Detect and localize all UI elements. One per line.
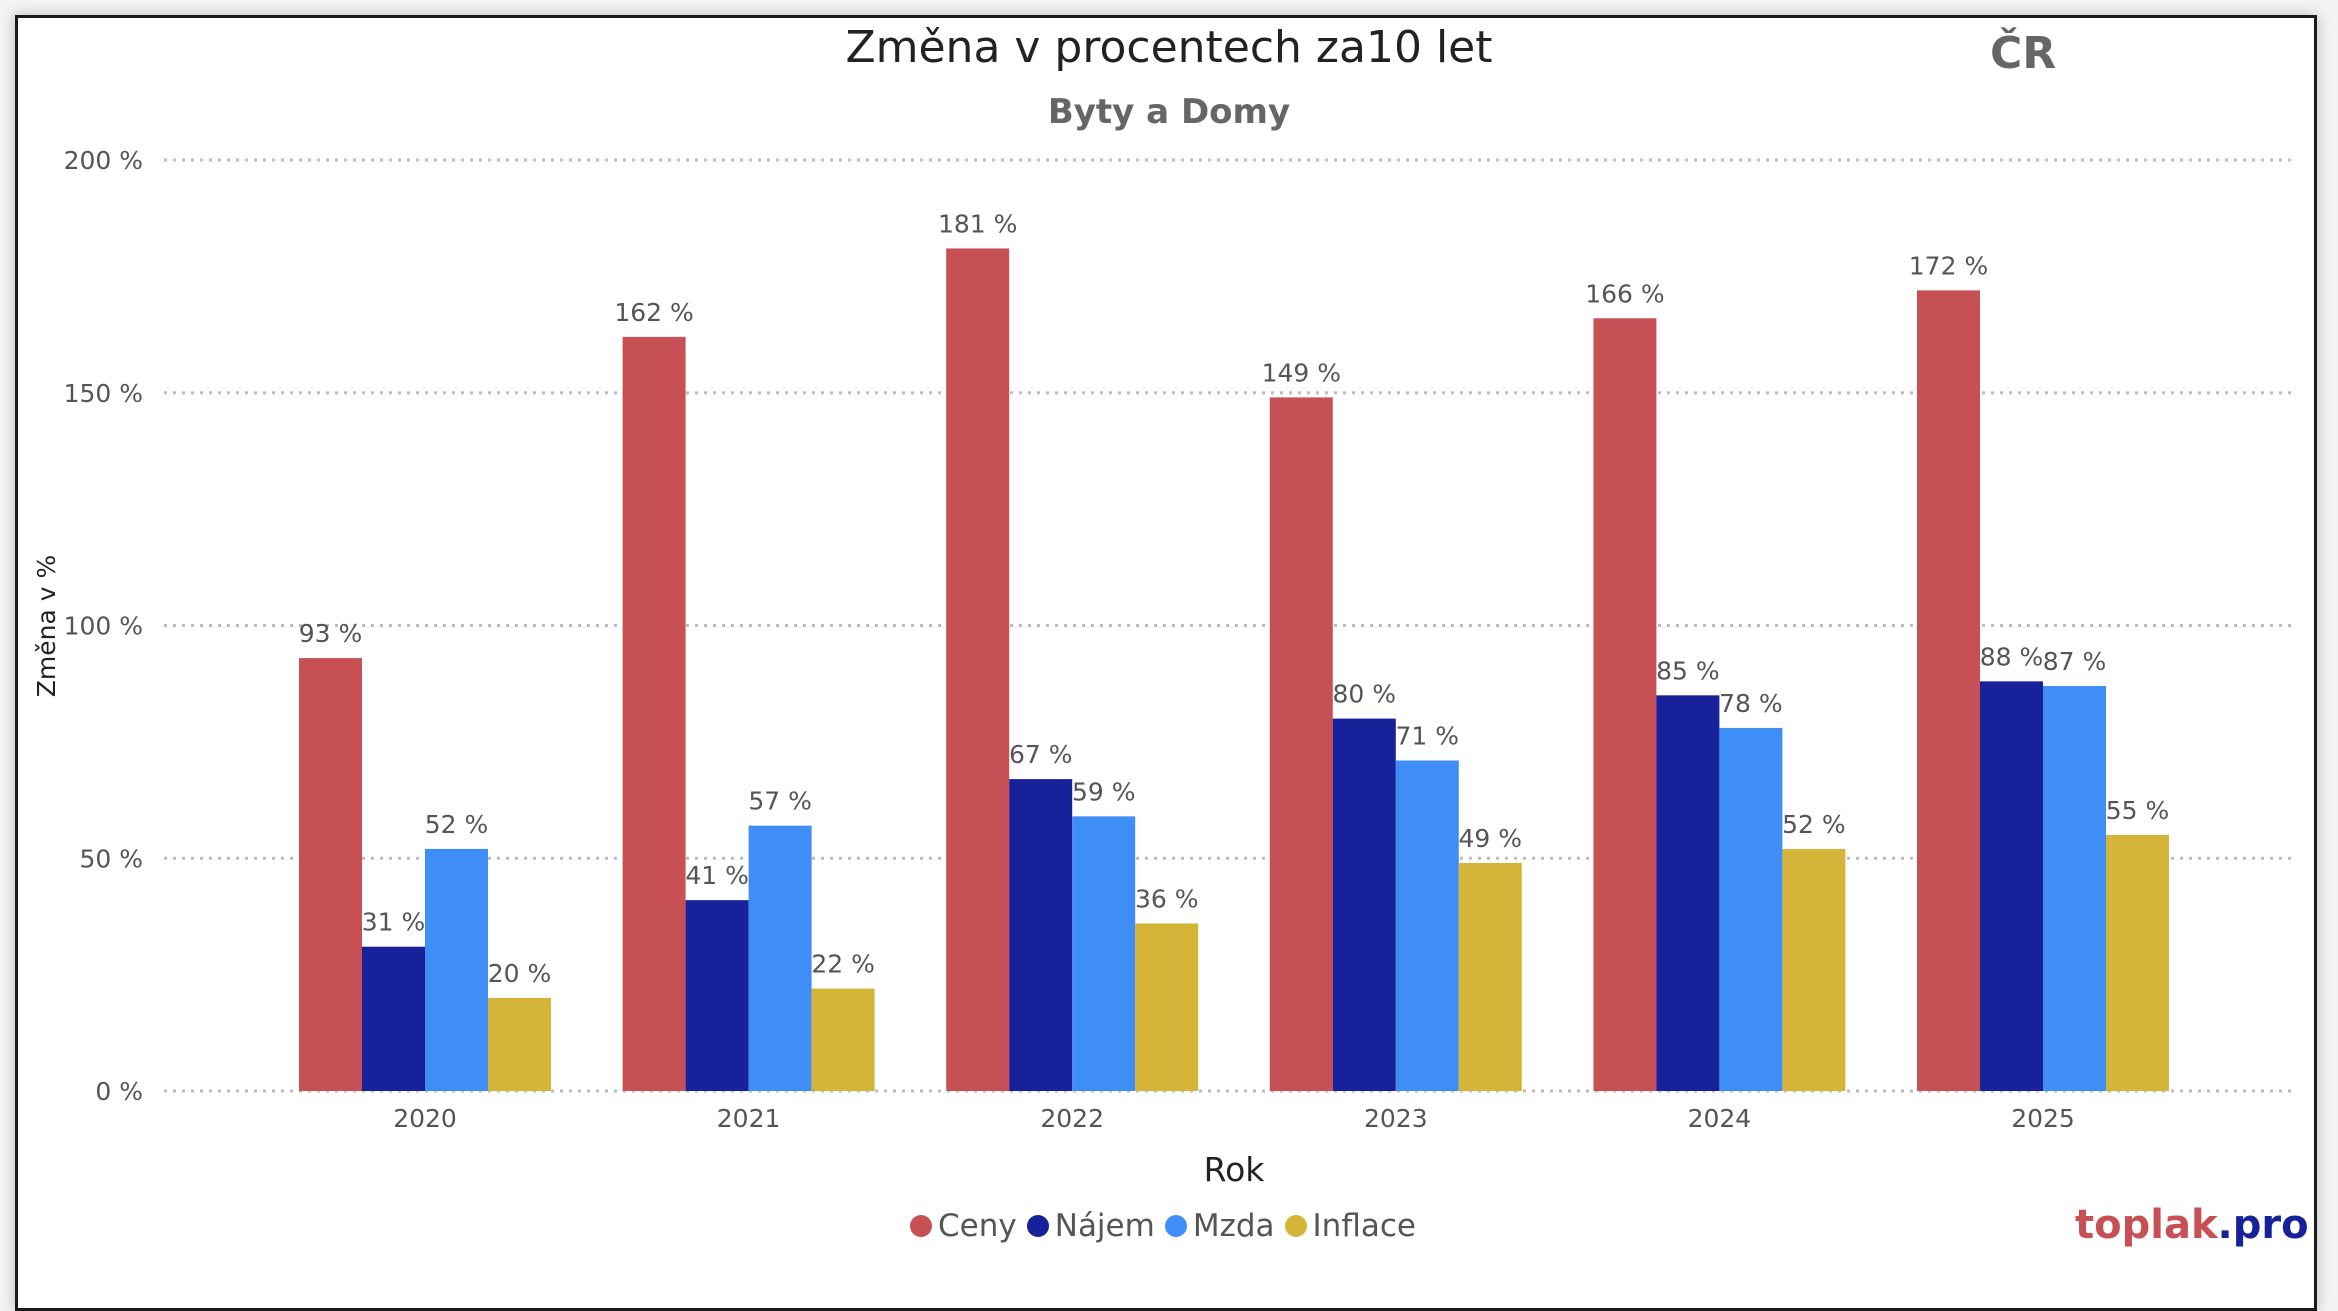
bar-ceny — [946, 248, 1010, 1091]
legend-item[interactable]: Inflace — [1284, 1208, 1416, 1244]
bar-inflace — [1458, 862, 1522, 1091]
bar-nájem — [685, 900, 749, 1091]
legend-label: Mzda — [1192, 1208, 1275, 1244]
data-label: 49 % — [1459, 824, 1523, 853]
data-label: 71 % — [1396, 721, 1460, 750]
bar-inflace — [1135, 923, 1199, 1091]
bar-nájem — [362, 946, 425, 1091]
legend-label: Inflace — [1312, 1208, 1416, 1244]
bar-ceny — [299, 658, 362, 1091]
data-label: 181 % — [938, 209, 1017, 238]
y-tick-label: 150 % — [64, 379, 143, 408]
x-tick-label: 2022 — [1040, 1104, 1104, 1133]
x-tick-label: 2020 — [393, 1104, 457, 1133]
x-tick-label: 2024 — [1688, 1104, 1752, 1133]
legend-dot-icon — [1284, 1215, 1307, 1237]
y-tick-label: 200 % — [64, 146, 143, 175]
x-tick-label: 2023 — [1364, 1104, 1428, 1133]
bar-mzda — [425, 848, 488, 1091]
legend-dot-icon — [1026, 1215, 1049, 1237]
data-label: 31 % — [362, 908, 426, 937]
bar-mzda — [1719, 727, 1783, 1091]
bar-inflace — [2106, 834, 2169, 1091]
bar-mzda — [1072, 816, 1136, 1091]
y-axis-title: Změna v % — [32, 555, 61, 697]
data-label: 87 % — [2043, 647, 2107, 676]
bar-inflace — [488, 997, 551, 1091]
brand-part1: toplak — [2075, 1202, 2218, 1248]
data-label: 80 % — [1333, 680, 1397, 709]
bar-chart: 0 % 50 % 100 % 150 % 200 % Změna v % Rok 2020 93… — [32, 146, 2296, 1189]
y-tick-label: 0 % — [95, 1077, 143, 1106]
data-label: 52 % — [1782, 810, 1846, 839]
x-tick-label: 2025 — [2011, 1104, 2075, 1133]
bar-nájem — [1009, 779, 1073, 1091]
data-label: 41 % — [685, 861, 749, 890]
data-label: 57 % — [748, 787, 812, 816]
legend: Ceny Nájem Mzda Inflace — [0, 1208, 2332, 1244]
data-label: 36 % — [1135, 884, 1199, 913]
legend-label: Ceny — [938, 1208, 1017, 1244]
brand-part2: .pro — [2217, 1202, 2309, 1248]
y-tick-label: 100 % — [64, 612, 143, 641]
data-label: 20 % — [488, 959, 552, 988]
data-label: 85 % — [1656, 656, 1720, 685]
bar-nájem — [1656, 695, 1720, 1091]
region-label: ČR — [1990, 28, 2057, 79]
legend-item[interactable]: Nájem — [1026, 1208, 1155, 1244]
data-label: 162 % — [614, 298, 693, 327]
bar-ceny — [1269, 397, 1333, 1091]
bar-inflace — [811, 988, 875, 1091]
legend-dot-icon — [910, 1215, 933, 1237]
data-label: 78 % — [1719, 689, 1783, 718]
data-label: 59 % — [1072, 777, 1136, 806]
bar-mzda — [1395, 760, 1459, 1091]
data-label: 22 % — [811, 950, 875, 979]
data-label: 172 % — [1909, 251, 1988, 280]
legend-item[interactable]: Mzda — [1164, 1208, 1275, 1244]
bar-mzda — [2043, 686, 2106, 1091]
data-label: 93 % — [299, 619, 363, 648]
x-tick-label: 2021 — [717, 1104, 781, 1133]
bar-nájem — [1332, 718, 1396, 1091]
legend-dot-icon — [1164, 1215, 1187, 1237]
legend-item[interactable]: Ceny — [910, 1208, 1017, 1244]
x-axis-title: Rok — [1204, 1150, 1266, 1189]
data-label: 67 % — [1009, 740, 1073, 769]
data-label: 55 % — [2106, 796, 2170, 825]
data-label: 88 % — [1980, 642, 2044, 671]
bar-ceny — [622, 336, 686, 1091]
bar-ceny — [1593, 318, 1657, 1091]
data-label: 149 % — [1262, 358, 1341, 387]
bar-mzda — [748, 825, 812, 1091]
chart-subtitle: Byty a Domy — [1047, 92, 1291, 132]
legend-label: Nájem — [1054, 1208, 1155, 1244]
bar-inflace — [1782, 848, 1846, 1091]
bar-ceny — [1917, 290, 1980, 1092]
y-tick-label: 50 % — [79, 844, 143, 873]
brand-logo: toplak.pro — [2075, 1202, 2309, 1248]
bar-nájem — [1980, 681, 2043, 1091]
chart-title: Změna v procentech za10 let — [845, 22, 1493, 73]
data-label: 52 % — [425, 810, 489, 839]
data-label: 166 % — [1585, 279, 1664, 308]
